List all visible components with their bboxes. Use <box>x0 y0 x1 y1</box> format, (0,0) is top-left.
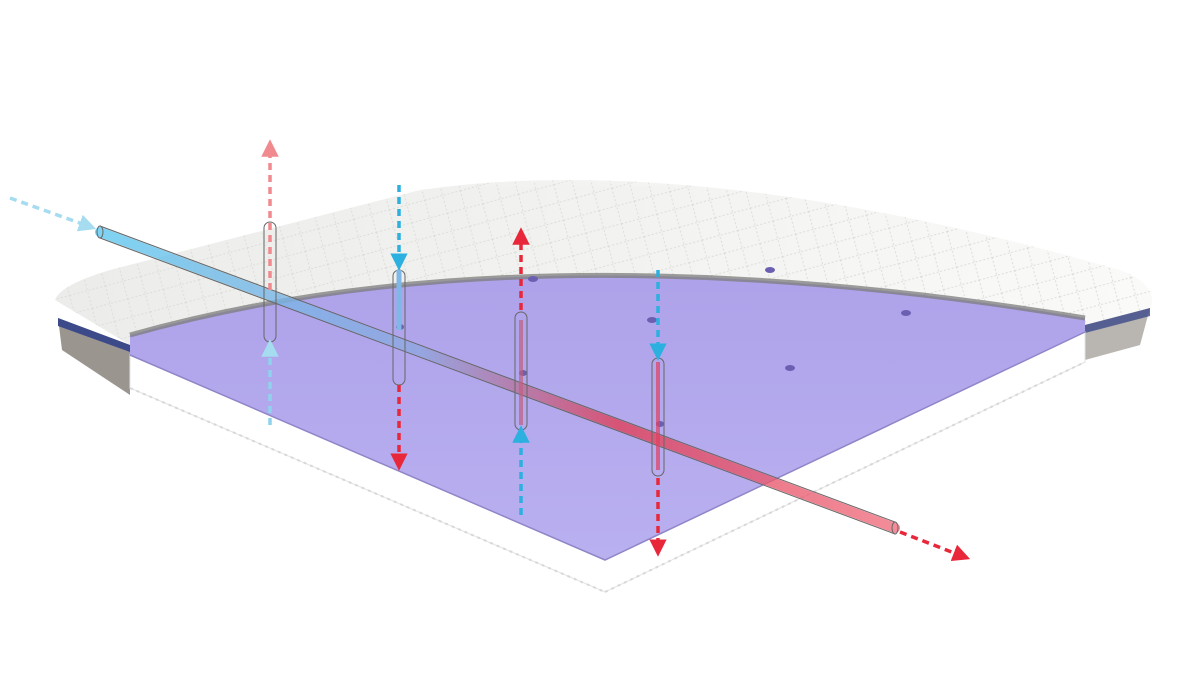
foam-arc-edge <box>129 272 1086 338</box>
cover-side-band <box>58 318 130 395</box>
airflow-arrows <box>9 139 971 562</box>
cool-air-inflow-arrow <box>9 196 97 232</box>
warm-air-outflow-arrow <box>899 530 971 562</box>
